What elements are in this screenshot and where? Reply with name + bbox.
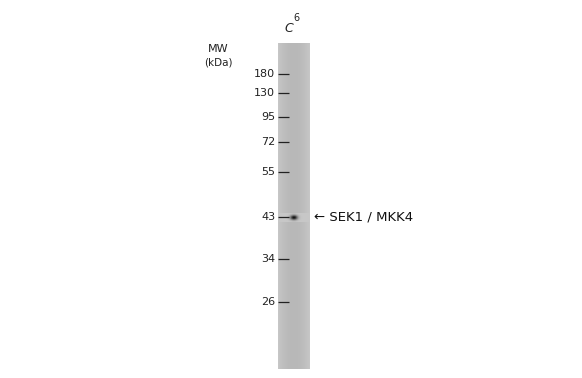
Text: 72: 72 [261, 137, 275, 147]
Text: MW: MW [208, 44, 229, 54]
Text: 34: 34 [261, 254, 275, 264]
Text: 6: 6 [294, 13, 300, 23]
Text: 43: 43 [261, 212, 275, 222]
Text: ← SEK1 / MKK4: ← SEK1 / MKK4 [314, 211, 413, 224]
Text: C: C [285, 22, 294, 35]
Text: 55: 55 [261, 167, 275, 177]
Text: 95: 95 [261, 112, 275, 122]
Text: 180: 180 [254, 69, 275, 79]
Text: 26: 26 [261, 297, 275, 307]
Text: 130: 130 [254, 88, 275, 98]
Text: (kDa): (kDa) [204, 57, 232, 67]
